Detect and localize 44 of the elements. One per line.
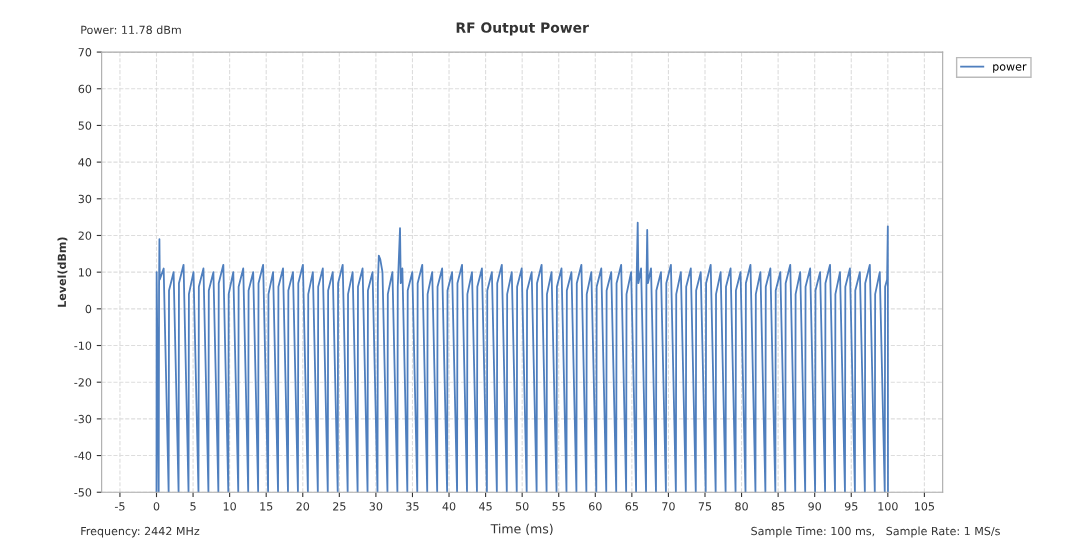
x-tick-label: 65 [625,502,638,511]
y-tick-label: -40 [74,451,92,460]
text: Sample Time: 100 ms, Sample Rate: 1 MS/s [751,526,1000,538]
y-tick-label: -30 [74,414,92,424]
x-tick-label: 90 [808,502,822,511]
x-tick-label: 85 [771,502,785,511]
x-tick-label: 25 [333,502,346,511]
x-axis-title: Time (ms) [490,523,553,535]
y-axis-title: Level(dBm) [57,237,68,307]
y-tick-label: 70 [78,48,92,57]
y-tick-label: 50 [78,121,92,130]
x-tick-label: 10 [223,502,236,511]
x-tick-label: 50 [515,502,529,511]
x-tick-label: 45 [479,502,492,511]
x-tick-label: 20 [296,502,310,511]
x-tick-label: 0 [153,502,160,511]
y-tick-label: 60 [78,84,92,94]
y-tick-label: 40 [78,158,92,167]
x-tick-label: 30 [369,502,383,511]
y-tick-label: -20 [74,378,92,387]
x-tick-label: 55 [552,502,565,511]
y-tick-label: 30 [78,194,92,204]
y-tick-label: 0 [85,304,92,314]
line-series [155,221,889,493]
text: Frequency: 2442 MHz [81,526,200,538]
chart-title: RF Output Power [456,22,589,36]
y-tick-label: 10 [79,268,92,277]
x-tick-label: 5 [190,502,196,511]
x-tick-label: 60 [589,502,602,511]
y-tick-label: -10 [74,341,92,350]
text: Power: 11.78 dBm [81,25,181,35]
y-tick-label: -50 [74,488,92,497]
x-tick-label: 95 [844,502,858,511]
x-tick-label: 80 [735,502,748,511]
x-tick-label: 15 [260,502,273,511]
legend-label: power [993,64,1027,73]
x-tick-label: 75 [698,502,712,511]
x-tick-label: 70 [662,502,675,511]
x-tick-label: -5 [114,502,125,511]
y-tick-label: 20 [78,231,92,240]
x-tick-label: 35 [406,502,419,511]
x-tick-label: 105 [915,502,935,511]
x-tick-label: 100 [878,502,898,511]
x-tick-label: 40 [442,502,456,511]
